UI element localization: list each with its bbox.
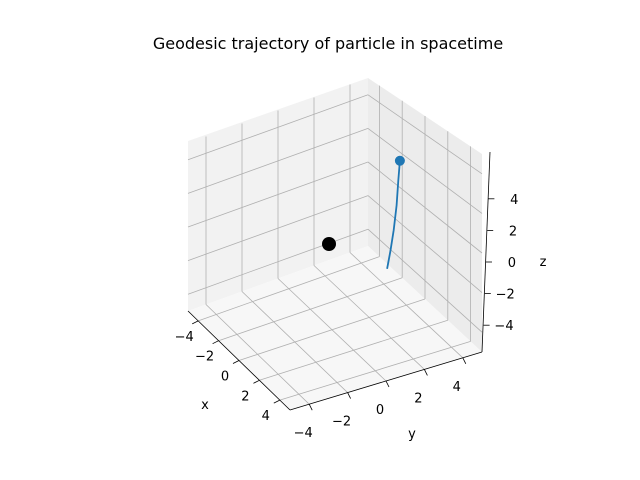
z-tick-label: −2 [496,288,515,303]
z-tick-label: 2 [509,224,517,239]
y-tick [385,380,390,388]
grid-line [349,252,464,359]
axes-grid [187,84,483,405]
y-tick-label: 4 [453,380,461,395]
floor-pane [188,246,482,410]
y-tick-label: 2 [414,391,422,406]
x-tick [273,399,280,404]
grid-line [187,128,369,194]
z-tick-label: −4 [494,319,513,334]
grid-line [187,94,369,161]
z-axis-line [481,151,491,353]
y-tick-label: 0 [376,403,384,418]
x-tick-label: −2 [195,350,214,365]
trajectory-line [386,160,401,269]
grid-line [277,278,387,382]
y-axis-label: y [408,427,416,442]
grid-line [259,319,448,381]
y-tick [424,369,428,376]
z-axis-label: z [540,255,547,270]
y-tick [308,404,313,411]
central-mass-marker [322,237,336,251]
x-tick [212,340,219,345]
y-tick [347,392,351,399]
x-tick-label: 4 [262,409,270,424]
y-tick [462,357,467,364]
particle-marker [394,155,405,166]
grid-line [367,94,483,175]
grid-line [187,161,369,228]
y-tick-label: −2 [332,415,351,430]
x-tick [232,360,240,364]
x-tick-label: 2 [241,389,249,404]
z-tick-label: 4 [510,193,518,208]
grid-line [279,341,471,401]
x-tick-label: −4 [175,330,194,345]
grid-line [313,265,425,370]
z-tick-label: 0 [508,256,516,271]
chart-title: Geodesic trajectory of particle in space… [153,34,503,53]
x-axis-label: x [201,398,209,413]
x-tick [253,379,260,384]
y-tick-label: −4 [294,426,313,441]
grid-line [367,161,483,254]
grid-line [367,128,483,214]
axes-panes [188,78,482,410]
x-tick [192,320,199,325]
plot-marks [322,155,405,269]
x-tick-label: 0 [221,370,229,385]
